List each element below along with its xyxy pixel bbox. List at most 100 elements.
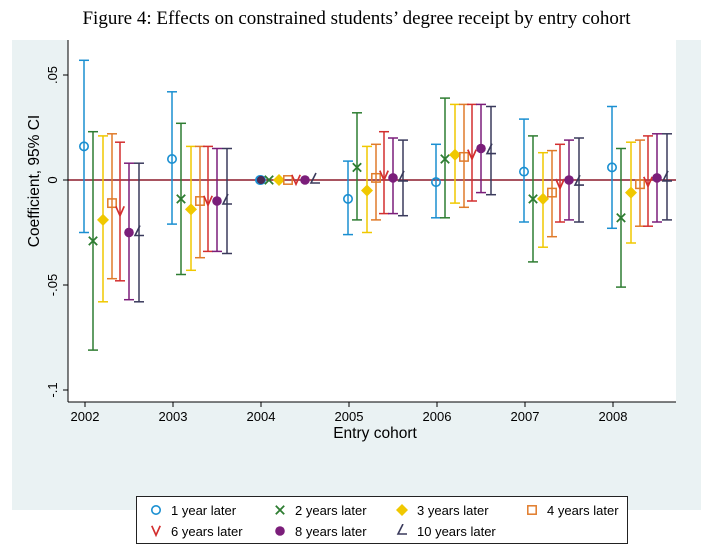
x-tick-label: 2003 — [159, 409, 188, 424]
data-point — [273, 174, 285, 186]
x-tick-label: 2008 — [599, 409, 628, 424]
legend-item: 1 year later — [149, 500, 236, 520]
data-point — [283, 175, 293, 185]
chart-area: -.1 -.05 0 .05 2002 2003 2004 2005 2006 2007 2008 E… — [12, 40, 701, 544]
series-6-years-later — [115, 103, 653, 282]
data-point — [195, 196, 205, 206]
legend-item: 6 years later — [149, 521, 243, 541]
data-point — [459, 151, 469, 162]
data-point — [643, 176, 653, 189]
data-point — [352, 162, 362, 173]
legend-item: 10 years later — [395, 521, 496, 541]
data-point — [606, 162, 617, 173]
plot-background — [68, 40, 676, 402]
data-point — [440, 154, 450, 164]
legend-marker — [396, 504, 408, 516]
legend-item: 3 years later — [395, 500, 489, 520]
legend-marker — [275, 505, 285, 515]
x-tick-label: 2007 — [511, 409, 540, 424]
legend-label: 8 years later — [295, 523, 367, 539]
data-point — [342, 193, 353, 204]
legend: 1 year later 2 years later 3 years later 4 … — [136, 496, 628, 544]
data-point — [616, 212, 626, 223]
legend-marker — [151, 525, 161, 538]
data-point — [371, 172, 381, 183]
data-point — [212, 196, 222, 206]
legend-label: 2 years later — [295, 502, 367, 518]
legend-label: 1 year later — [171, 502, 237, 518]
data-point — [430, 177, 441, 188]
data-point — [361, 184, 373, 197]
data-point — [221, 193, 232, 205]
x-tick-label: 2005 — [335, 409, 364, 424]
legend-marker — [151, 505, 161, 515]
data-point — [449, 148, 461, 161]
legend-label: 6 years later — [171, 523, 243, 539]
legend-marker — [396, 524, 407, 535]
legend-marker — [527, 505, 537, 515]
legend-marker-icon — [275, 505, 285, 515]
data-point — [133, 225, 144, 237]
legend-marker-icon — [396, 504, 408, 516]
series-1-year-later — [79, 59, 617, 236]
y-tick-label: .05 — [45, 66, 60, 84]
y-tick-label: -.05 — [45, 274, 60, 296]
legend-label: 4 years later — [547, 502, 619, 518]
x-tick-label: 2004 — [247, 409, 276, 424]
data-point — [564, 175, 574, 185]
data-point — [167, 154, 178, 165]
data-point — [124, 227, 134, 238]
legend-marker-icon — [151, 525, 161, 538]
series-3-years-later — [97, 103, 637, 303]
legend-label: 10 years later — [417, 523, 496, 539]
data-point — [264, 175, 274, 185]
x-axis-title: Entry cohort — [333, 425, 417, 442]
reference-cohort-point — [256, 175, 266, 185]
data-point — [388, 173, 398, 183]
legend-marker-icon — [151, 505, 161, 515]
series-2-years-later — [88, 97, 626, 351]
data-point — [555, 178, 565, 191]
data-point — [528, 194, 538, 204]
data-point — [185, 203, 197, 216]
data-point — [485, 143, 496, 155]
data-point — [115, 205, 125, 218]
series-8-years-later — [124, 103, 662, 301]
data-point — [300, 175, 310, 185]
legend-item: 8 years later — [273, 521, 367, 541]
data-point — [547, 187, 557, 198]
data-point — [661, 170, 672, 182]
legend-item: 4 years later — [525, 500, 619, 520]
data-point — [467, 149, 477, 162]
data-point — [625, 186, 637, 199]
data-point — [635, 179, 645, 190]
legend-marker-icon — [396, 524, 407, 535]
legend-label: 3 years later — [417, 502, 489, 518]
data-point — [537, 192, 549, 205]
data-point — [97, 213, 109, 226]
series-10-years-later — [133, 105, 672, 303]
y-tick-label: 0 — [45, 176, 60, 183]
chart-svg: -.1 -.05 0 .05 2002 2003 2004 2005 2006 2007 2008 E… — [26, 40, 676, 442]
legend-item: 2 years later — [273, 500, 367, 520]
data-point — [291, 174, 301, 187]
data-point — [107, 198, 117, 209]
data-point — [309, 172, 320, 184]
legend-marker-icon — [527, 505, 537, 515]
data-point — [176, 194, 186, 204]
y-tick-label: -.1 — [45, 382, 60, 397]
data-point — [79, 141, 90, 152]
data-point — [397, 170, 408, 182]
x-tick-label: 2002 — [71, 409, 100, 424]
data-point — [573, 174, 584, 186]
data-point — [652, 173, 662, 183]
data-point — [379, 170, 389, 183]
x-tick-label: 2006 — [423, 409, 452, 424]
data-point — [203, 195, 213, 208]
legend-marker-icon — [275, 526, 285, 536]
data-point — [476, 143, 486, 154]
y-axis-title: Coefficient, 95% CI — [26, 115, 43, 247]
data-point — [518, 166, 529, 177]
data-point — [88, 236, 98, 246]
legend-marker — [275, 526, 285, 536]
